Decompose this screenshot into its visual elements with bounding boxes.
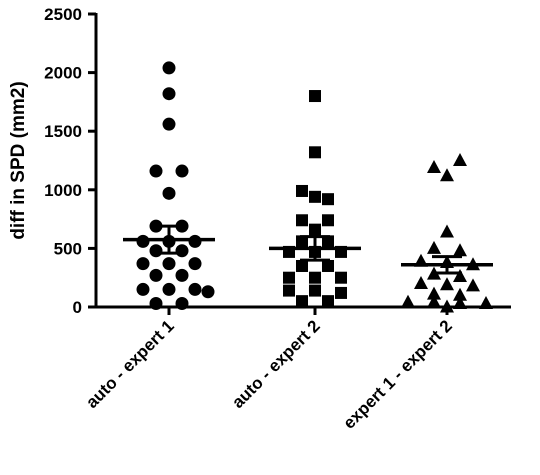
data-point-triangle — [453, 295, 467, 309]
data-point-triangle — [479, 295, 493, 309]
data-point-circle — [149, 164, 163, 178]
data-point-triangle — [466, 278, 480, 292]
data-point-circle — [162, 117, 176, 131]
data-point-square — [322, 235, 334, 248]
y-tick-label: 1500 — [44, 122, 82, 141]
data-point-circle — [149, 268, 163, 282]
y-tick-label: 500 — [54, 239, 82, 258]
y-tick-label: 2500 — [44, 5, 82, 24]
data-point-square — [296, 259, 308, 272]
data-point-square — [309, 284, 321, 297]
data-point-triangle — [440, 224, 454, 238]
data-point-triangle — [427, 240, 441, 254]
data-point-triangle — [401, 294, 415, 308]
data-point-circle — [149, 296, 163, 310]
data-point-triangle — [440, 299, 454, 313]
data-point-square — [309, 190, 321, 203]
data-point-square — [309, 271, 321, 284]
data-point-circle — [136, 257, 150, 271]
data-point-square — [322, 214, 334, 227]
data-point-circle — [175, 268, 189, 282]
data-point-triangle — [414, 276, 428, 290]
data-point-circle — [188, 234, 202, 248]
data-point-triangle — [453, 269, 467, 283]
data-point-circle — [175, 244, 189, 258]
data-point-circle — [175, 164, 189, 178]
data-points — [136, 61, 493, 313]
data-point-circle — [162, 87, 176, 101]
data-point-triangle — [427, 286, 441, 300]
data-point-circle — [136, 282, 150, 296]
data-point-circle — [162, 61, 176, 75]
data-point-triangle — [440, 168, 454, 182]
y-axis-title: diff in SPD (mm2) — [8, 81, 29, 239]
data-point-circle — [162, 282, 176, 296]
y-tick-label: 0 — [73, 298, 82, 317]
data-point-circle — [188, 282, 202, 296]
data-point-triangle — [453, 243, 467, 257]
data-point-square — [335, 286, 347, 299]
data-point-circle — [201, 285, 215, 299]
y-tick-label: 2000 — [44, 64, 82, 83]
data-point-circle — [162, 257, 176, 271]
data-point-square — [309, 90, 321, 103]
x-axis: auto - expert 1 auto - expert 2 expert 1 -… — [82, 305, 511, 433]
data-point-triangle — [427, 294, 441, 308]
data-point-square — [322, 295, 334, 308]
data-point-square — [296, 214, 308, 227]
data-point-circle — [136, 234, 150, 248]
data-point-circle — [188, 257, 202, 271]
y-axis: 0 500 1000 1500 2000 2500 — [44, 5, 98, 317]
data-point-circle — [149, 244, 163, 258]
data-point-square — [296, 184, 308, 197]
x-tick-label: auto - expert 2 — [228, 316, 324, 412]
data-point-square — [296, 295, 308, 308]
data-point-square — [283, 271, 295, 284]
y-tick-label: 1000 — [44, 181, 82, 200]
data-point-triangle — [453, 153, 467, 166]
data-point-triangle — [453, 287, 467, 301]
data-point-triangle — [427, 160, 441, 174]
data-point-square — [322, 193, 334, 206]
data-point-square — [309, 146, 321, 159]
data-point-square — [283, 284, 295, 297]
data-point-square — [309, 223, 321, 236]
x-tick-label: expert 1 - expert 2 — [339, 316, 455, 432]
data-point-triangle — [440, 277, 454, 291]
data-point-square — [335, 271, 347, 284]
data-point-circle — [162, 186, 176, 200]
mean-sem-bars — [123, 224, 493, 275]
data-point-square — [322, 259, 334, 272]
x-tick-label: auto - expert 1 — [82, 316, 178, 412]
data-point-square — [296, 235, 308, 248]
data-point-circle — [175, 296, 189, 310]
